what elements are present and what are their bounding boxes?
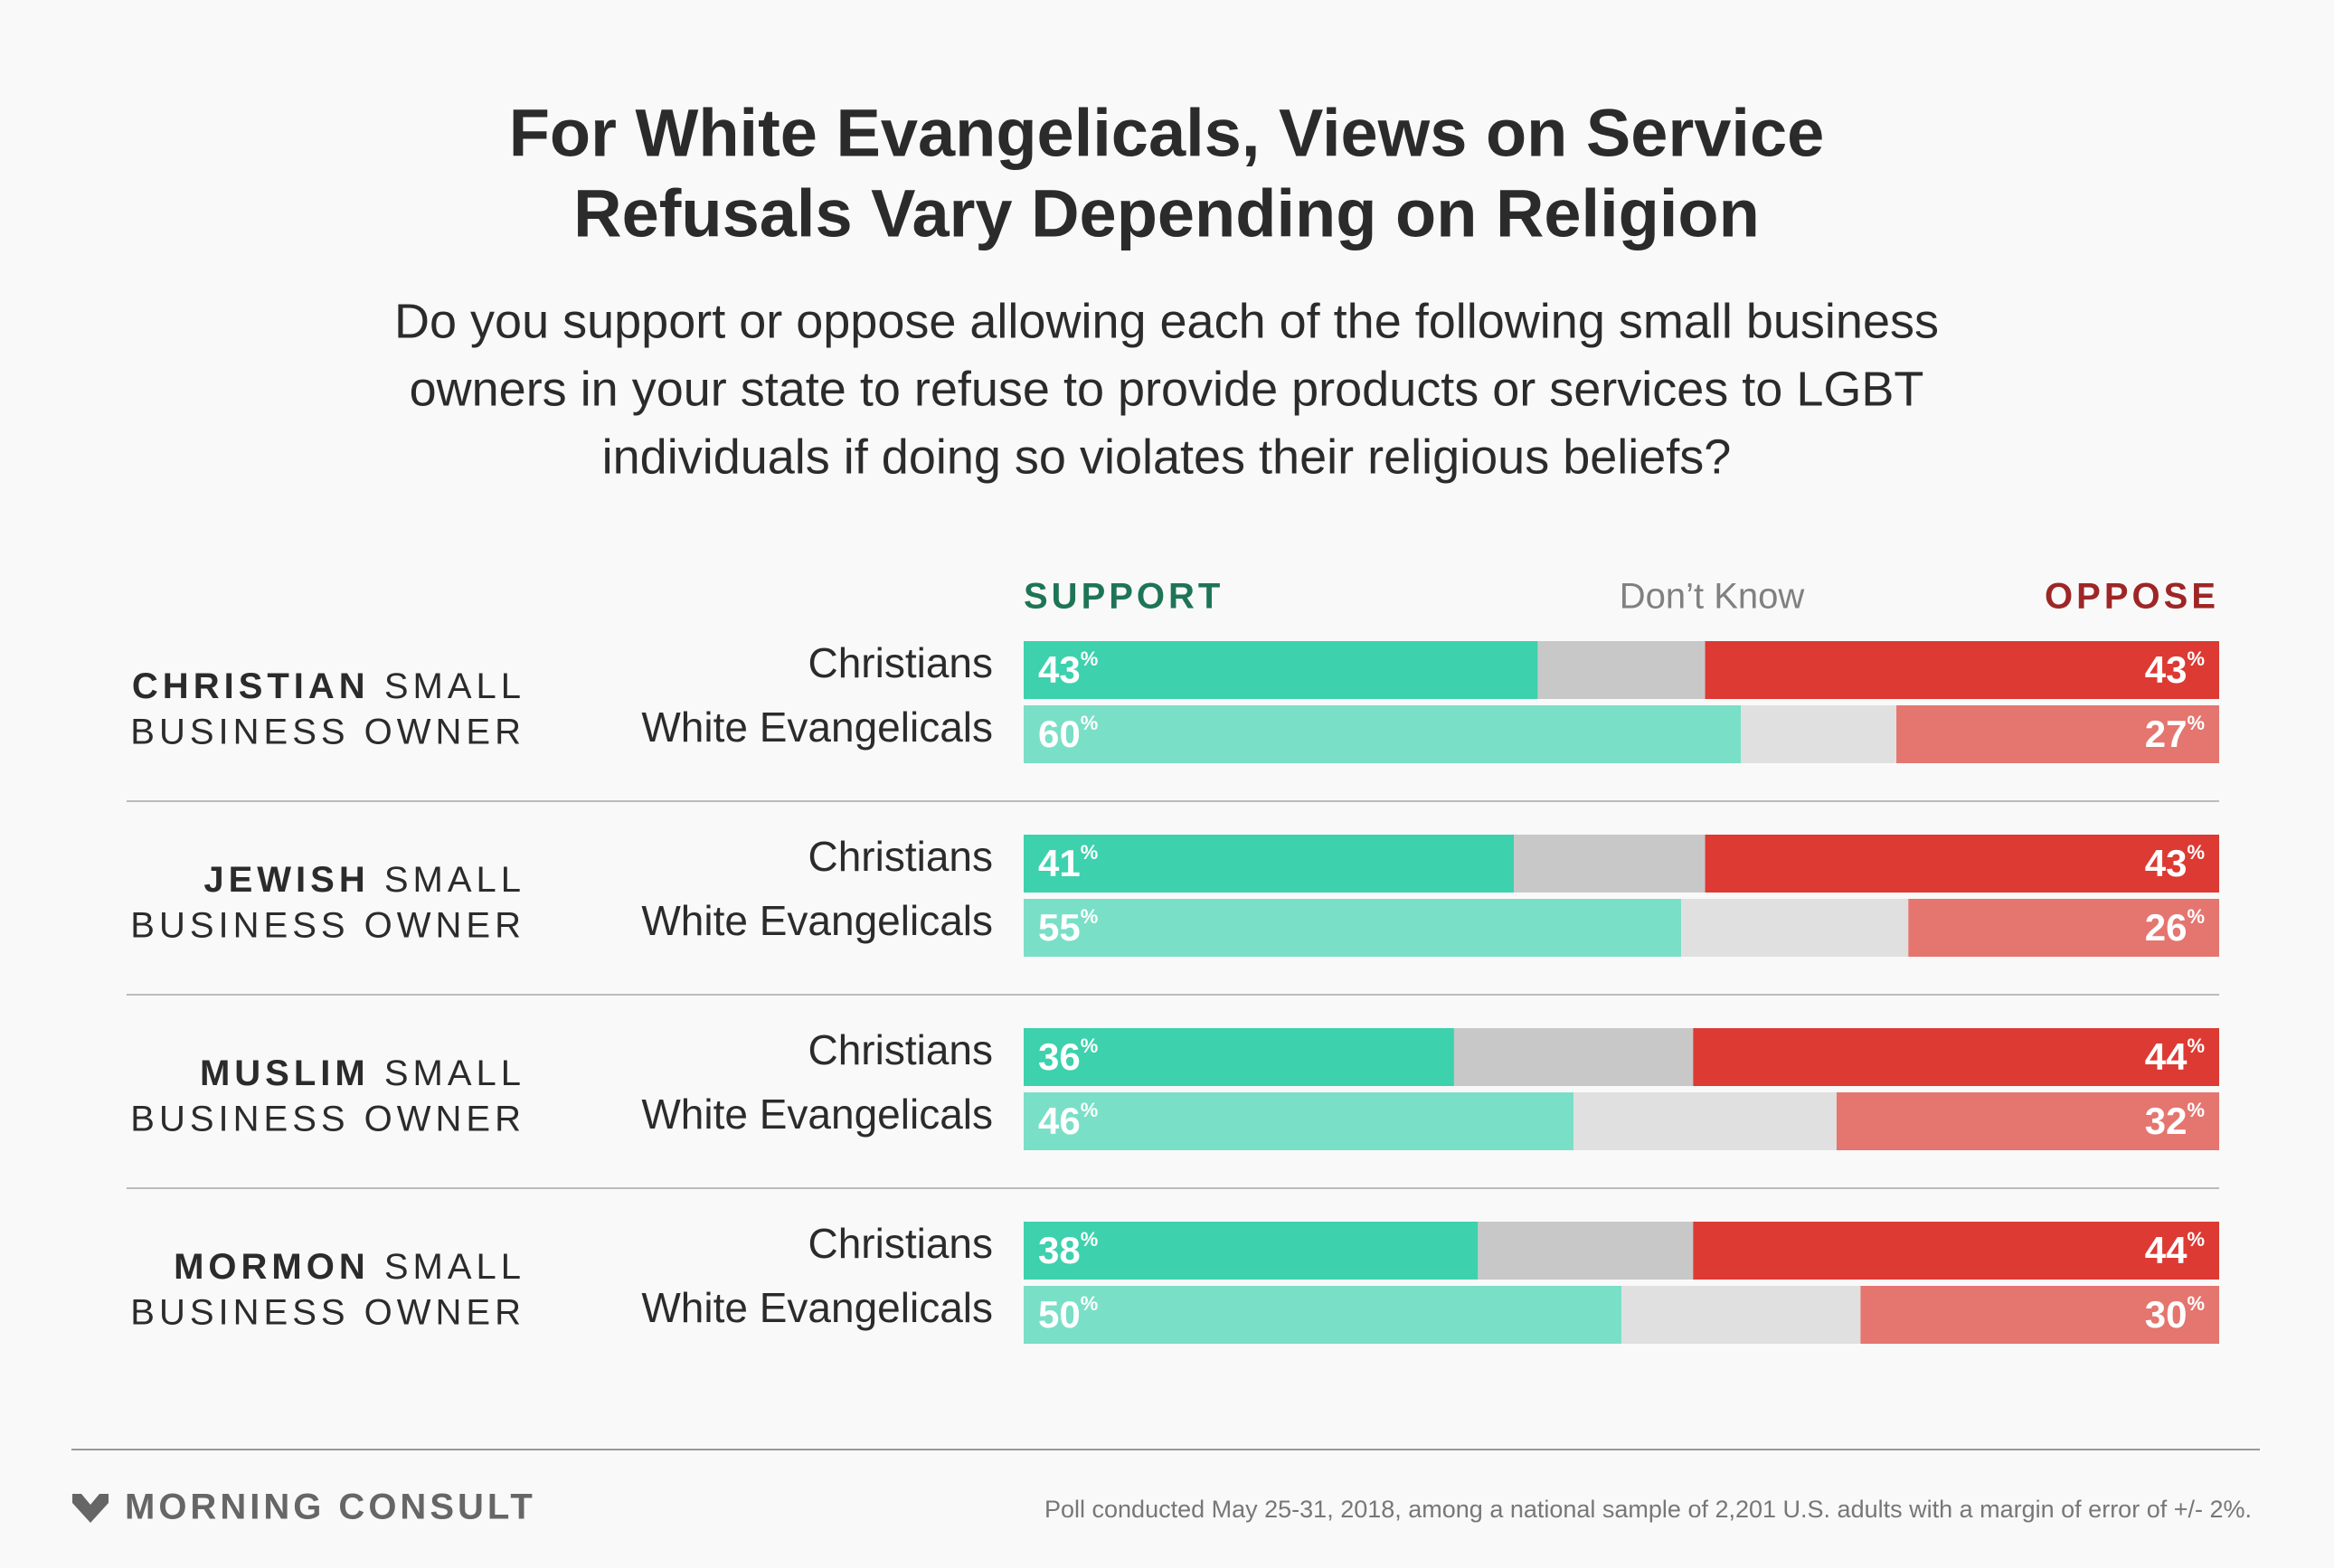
group-rest: SMALL <box>384 1247 525 1287</box>
bar-segment <box>1024 899 1682 957</box>
bar-segment <box>1024 641 1538 699</box>
bar-segment <box>1478 1222 1694 1280</box>
row-label: White Evangelicals <box>641 704 993 751</box>
group-label: BUSINESS OWNER <box>130 1293 525 1333</box>
bar-segment <box>1024 1286 1621 1344</box>
bar-segment <box>1860 1286 2219 1344</box>
legend-label: Don’t Know <box>1620 577 1805 617</box>
bar-segment <box>1024 705 1742 763</box>
chart-subtitle: individuals if doing so violates their r… <box>602 430 1732 484</box>
chart-title: For White Evangelicals, Views on Service <box>509 96 1825 171</box>
bar-segment <box>1693 1222 2219 1280</box>
bar-segment <box>1621 1286 1861 1344</box>
value-label: 26% <box>2145 905 2205 949</box>
value-label: 43% <box>1038 647 1098 691</box>
bar-segment <box>1705 835 2219 893</box>
group-label: MORMON SMALL <box>174 1247 525 1287</box>
group-name: MUSLIM <box>200 1053 370 1093</box>
bar-segment <box>1024 1092 1574 1150</box>
legend-label: SUPPORT <box>1024 577 1224 617</box>
group-label: MUSLIM SMALL <box>200 1053 525 1093</box>
chart-subtitle: owners in your state to refuse to provid… <box>410 362 1924 416</box>
group-label: BUSINESS OWNER <box>130 906 525 946</box>
row-label: White Evangelicals <box>641 897 993 944</box>
bar-segment <box>1024 1222 1479 1280</box>
group-label: JEWISH SMALL <box>203 860 525 900</box>
row-label: Christians <box>808 1026 993 1073</box>
bar-segment <box>1453 1028 1694 1086</box>
bar-segment <box>1741 705 1897 763</box>
bar-segment <box>1896 705 2219 763</box>
group-rest: SMALL <box>384 860 525 900</box>
group-name: JEWISH <box>203 860 369 900</box>
legend-label: OPPOSE <box>2045 577 2219 617</box>
group-rest: SMALL <box>384 1053 525 1093</box>
group-rest: SMALL <box>384 666 525 706</box>
bar-segment <box>1024 1028 1454 1086</box>
bar-segment <box>1573 1092 1837 1150</box>
footnote: Poll conducted May 25-31, 2018, among a … <box>1044 1496 2252 1523</box>
chart-title: Refusals Vary Depending on Religion <box>573 176 1760 251</box>
bar-segment <box>1693 1028 2219 1086</box>
group-name: MORMON <box>174 1247 370 1287</box>
group-name: CHRISTIAN <box>132 666 370 706</box>
bar-segment <box>1705 641 2219 699</box>
group-label: BUSINESS OWNER <box>130 1100 525 1139</box>
bar-segment <box>1681 899 1909 957</box>
row-label: Christians <box>808 639 993 686</box>
row-label: White Evangelicals <box>641 1091 993 1138</box>
group-label: CHRISTIAN SMALL <box>132 666 525 706</box>
chart-subtitle: Do you support or oppose allowing each o… <box>394 294 1939 348</box>
brand-name: MORNING CONSULT <box>125 1488 536 1527</box>
brand-logo <box>72 1494 109 1523</box>
bar-segment <box>1537 641 1706 699</box>
bar-segment <box>1024 835 1515 893</box>
value-label: 44% <box>2145 1034 2205 1078</box>
bar-segment <box>1514 835 1706 893</box>
bar-segment <box>1836 1092 2219 1150</box>
row-label: Christians <box>808 833 993 880</box>
bar-segment <box>1908 899 2219 957</box>
row-label: Christians <box>808 1220 993 1267</box>
row-label: White Evangelicals <box>641 1284 993 1331</box>
group-label: BUSINESS OWNER <box>130 713 525 752</box>
